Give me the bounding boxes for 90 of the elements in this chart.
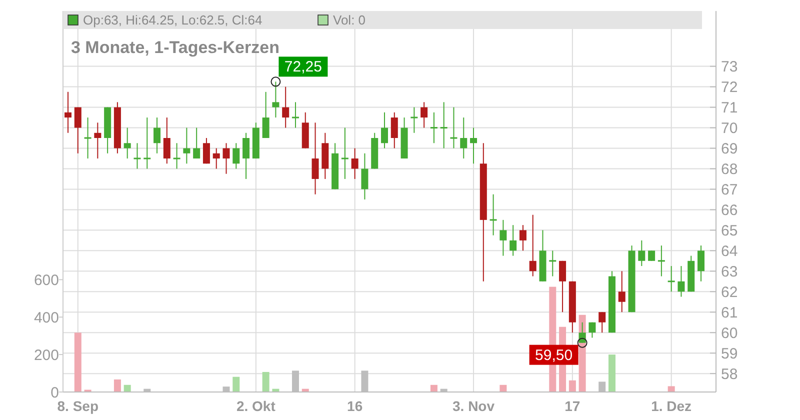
candlestick [282,86,290,128]
candlestick [390,112,398,149]
bar [668,386,675,392]
candlestick [144,117,151,170]
y-tick-label: 67 [721,181,738,198]
candlestick [183,127,190,164]
candlestick [84,117,92,159]
y-tick-label: 61 [721,304,738,322]
candlestick [430,112,438,144]
y-tick-label: 71 [721,100,738,117]
candlestick [312,122,319,195]
candlestick [668,266,675,292]
candlestick [529,214,536,277]
candlestick [163,117,170,164]
y-tick-label: 70 [721,120,738,138]
bar [74,332,82,392]
x-tick-label: 2. Okt [236,398,276,414]
candlestick [242,132,250,180]
text: 3 Monate, 1-Tages-Kerzen [71,38,280,57]
candlestick [420,102,428,128]
candlestick [470,127,478,164]
candlestick [549,250,556,277]
bar [500,384,507,392]
y-tick-label: 60 [721,324,738,342]
bar [124,384,131,392]
candlestick [698,245,704,282]
legend-label: Op:63, Hi:64.25, Lo:62.5, Cl:64 [83,12,262,28]
candlestick [262,91,270,138]
y-tick-label: 68 [721,160,738,178]
candlestick [450,106,458,149]
y-tick-label: 58 [721,366,738,383]
candlestick [500,219,507,256]
y-tick-label: 63 [721,263,738,280]
x-tick-label: 3. Nov [452,398,495,414]
candlestick [598,312,606,334]
candlestick [222,142,230,174]
y2-tick-label: 0 [50,384,59,402]
bar [114,379,121,392]
candlestick [638,240,646,267]
candlestick [658,245,665,277]
x-tick-label: 16 [347,398,363,414]
y-tick-label: 64 [721,242,738,260]
candlestick [134,142,141,170]
candlestick [519,224,526,252]
legend-label: Vol: 0 [333,12,366,28]
y-tick-label: 73 [721,58,738,76]
y2-tick-label: 600 [34,272,59,289]
bar [430,384,438,392]
candlestick [618,270,626,313]
y-tick-label: 72 [721,79,738,96]
y-tick-label: 66 [721,202,738,219]
candlestick [64,91,72,134]
candlestick [202,138,210,164]
candlestick [440,102,448,149]
candlestick [381,112,388,149]
candlestick [559,260,566,313]
y-tick-label: 65 [721,222,738,240]
x-tick-label: 17 [564,398,580,414]
y-tick-label: 62 [721,284,738,301]
candlestick [648,250,656,262]
candlestick [588,322,596,338]
y2-tick-label: 400 [34,309,59,326]
candlestick [212,148,220,170]
x-tick-label: 8. Sep [57,398,99,414]
candlestick [351,148,358,180]
x-tick-label: 1. Dez [651,398,692,414]
candlestick [154,117,161,154]
annotation: 59,50 [535,346,573,364]
y2-tick-label: 200 [34,346,59,364]
candlestick [94,122,102,159]
candlestick [460,117,468,159]
candlestick [232,142,240,170]
candlestick [193,127,200,159]
annotation: 72,25 [284,58,322,76]
candlestick [678,266,685,298]
bar [608,354,616,392]
candlestick [410,106,418,134]
candlestick [510,224,517,256]
candlestick [173,142,180,170]
y-tick-label: 69 [721,140,738,158]
candlestick [292,102,299,128]
candlestick [74,106,82,154]
candlestick [490,194,497,236]
bar [232,376,240,392]
bar [262,372,270,392]
bar [568,380,576,392]
y-tick-label: 59 [721,345,738,362]
candlestick [124,127,131,159]
candlestick [341,127,348,180]
candlestick [361,152,368,200]
